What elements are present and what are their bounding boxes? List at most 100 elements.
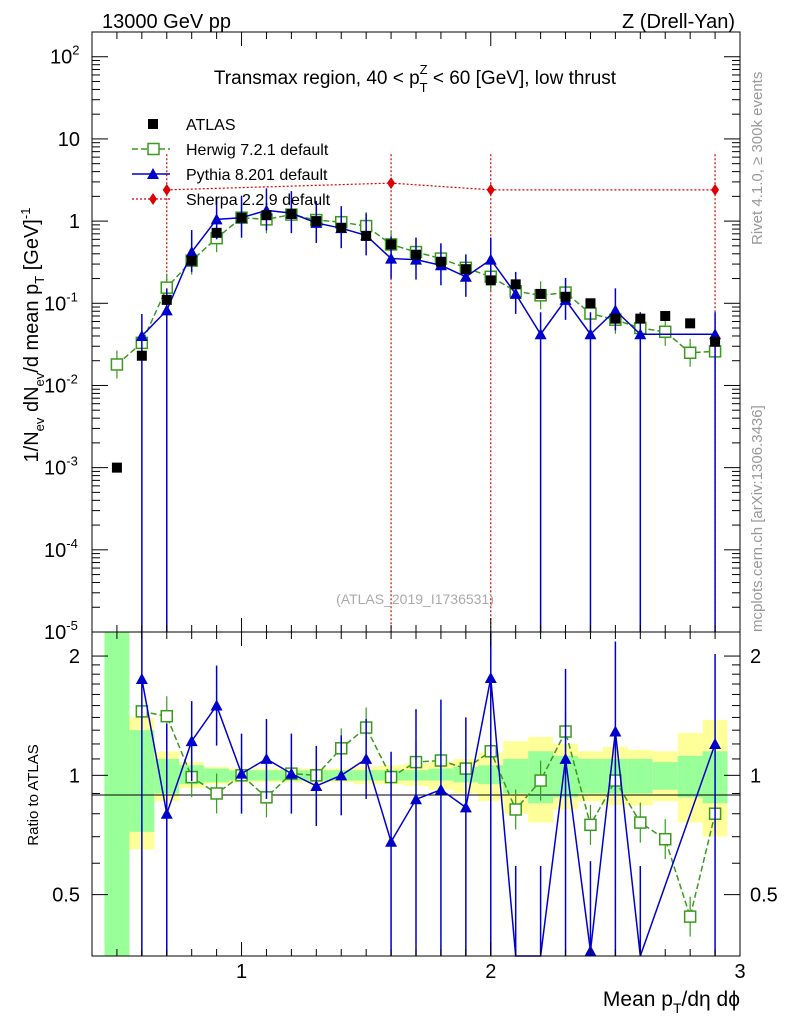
pythia-marker xyxy=(185,246,198,258)
ratio-herwig-marker xyxy=(160,709,174,723)
ratio-herwig-marker xyxy=(210,787,223,800)
herwig-marker xyxy=(683,346,697,360)
pythia-marker xyxy=(210,213,223,225)
ratio-herwig-marker xyxy=(509,803,522,816)
atlas-marker xyxy=(411,249,421,260)
atlas-marker xyxy=(136,350,147,361)
atlas-marker xyxy=(635,313,646,324)
atlas-marker xyxy=(660,311,671,322)
legend-label: Sherpa 2.2.9 default xyxy=(186,192,331,209)
atlas-marker xyxy=(336,222,347,233)
ratio-pythia-marker xyxy=(285,767,298,779)
ratio-y-tick-label: 2 xyxy=(69,646,80,668)
atlas-marker xyxy=(211,227,222,238)
legend-label: ATLAS xyxy=(186,117,236,134)
ratio-panel: 0.5 0.5 1 1 2 2 1 2 3 Ratio to ATLAS Mean pT/dη … xyxy=(25,631,778,1016)
pythia-marker xyxy=(135,329,148,341)
sherpa-marker xyxy=(711,183,720,196)
legend-label: Herwig 7.2.1 default xyxy=(186,142,329,159)
pythia-marker xyxy=(534,328,547,340)
atlas-marker xyxy=(585,298,596,309)
rivet-label: Rivet 4.1.0, ≥ 300k events xyxy=(749,72,766,245)
ratio-pythia-marker xyxy=(360,752,373,764)
ratio-ylabel: Ratio to ATLAS xyxy=(25,744,42,845)
legend-sherpa-marker xyxy=(149,193,157,205)
ratio-stat-band xyxy=(104,632,130,956)
pythia-line xyxy=(141,209,716,337)
pythia-marker xyxy=(160,304,173,316)
ratio-x-tick-label: 1 xyxy=(236,961,247,983)
atlas-marker xyxy=(186,255,197,266)
pythia-marker xyxy=(459,270,472,282)
sherpa-line xyxy=(166,182,716,191)
legend-pythia-marker xyxy=(147,168,159,179)
main-panel: 102 10 1 10-1 10-2 10-3 10-4 10-5 Transmax regi… xyxy=(18,31,741,644)
y-tick-label: 10-4 xyxy=(44,536,78,562)
header-left: 13000 GeV pp xyxy=(102,11,231,33)
ratio-herwig-line xyxy=(141,710,716,920)
atlas-marker xyxy=(236,212,247,223)
atlas-marker xyxy=(161,294,172,305)
main-ylabel: 1/Nev dNev/d mean pT [GeV]-1 xyxy=(18,208,47,463)
sherpa-marker xyxy=(387,177,396,190)
y-tick-label: 10-1 xyxy=(44,289,78,315)
watermark: (ATLAS_2019_I1736531) xyxy=(336,591,494,607)
ratio-herwig-marker xyxy=(634,816,647,829)
ratio-pythia-marker xyxy=(434,783,447,795)
ratio-y-tick-label: 1 xyxy=(69,765,80,787)
ratio-pythia-line xyxy=(141,677,716,957)
atlas-marker xyxy=(510,279,521,290)
ratio-pythia-marker xyxy=(310,779,323,791)
sherpa-marker xyxy=(486,183,495,196)
atlas-marker xyxy=(261,210,272,221)
mcplots-label: mcplots.cern.ch [arXiv:1306.3436] xyxy=(749,405,766,632)
y-tick-label: 10-2 xyxy=(44,371,78,397)
pythia-marker xyxy=(584,328,597,340)
ratio-pythia-marker xyxy=(335,769,348,781)
ratio-stat-band xyxy=(503,758,529,794)
atlas-marker xyxy=(435,256,446,267)
ratio-pythia-marker xyxy=(559,752,572,764)
pythia-marker xyxy=(709,328,722,340)
atlas-marker xyxy=(685,318,696,329)
legend-atlas-marker xyxy=(148,119,158,129)
ratio-pythia-marker xyxy=(185,735,198,747)
atlas-marker xyxy=(560,291,571,302)
ratio-pythia-marker xyxy=(260,752,273,764)
ratio-y-tick-label-right: 2 xyxy=(750,646,761,668)
ratio-herwig-marker xyxy=(584,818,597,832)
ratio-pythia-marker xyxy=(385,835,398,847)
ratio-pythia-marker xyxy=(210,699,223,711)
y-tick-label: 10-3 xyxy=(44,454,78,480)
herwig-marker xyxy=(658,325,672,339)
pythia-marker xyxy=(609,304,622,316)
atlas-marker xyxy=(460,264,471,275)
herwig-line xyxy=(116,213,716,366)
ratio-pythia-marker xyxy=(609,725,622,737)
y-tick-label: 10-5 xyxy=(44,618,78,644)
y-tick-label: 10 xyxy=(58,129,80,151)
legend-label: Pythia 8.201 default xyxy=(186,167,328,184)
ratio-stat-band xyxy=(627,758,653,794)
ratio-pythia-marker xyxy=(484,672,497,684)
ratio-pythia-marker xyxy=(160,807,173,819)
atlas-marker xyxy=(111,462,122,473)
ratio-y-tick-label-right: 0.5 xyxy=(750,885,778,907)
ratio-pythia-marker xyxy=(235,767,248,779)
atlas-marker xyxy=(710,336,721,347)
main-title: Transmax region, 40 < pTZ < 60 [GeV], lo… xyxy=(214,62,617,95)
atlas-marker xyxy=(286,209,297,220)
ratio-y-tick-label: 0.5 xyxy=(52,885,80,907)
ratio-stat-band xyxy=(652,762,678,790)
atlas-marker xyxy=(311,216,322,227)
pythia-marker xyxy=(509,287,522,299)
atlas-marker xyxy=(361,230,372,241)
ratio-pythia-marker xyxy=(459,801,472,813)
ratio-pythia-marker xyxy=(709,737,722,749)
ratio-pythia-marker xyxy=(135,673,148,685)
legend: ATLAS Herwig 7.2.1 default Pythia 8.201 de… xyxy=(132,117,331,209)
herwig-marker xyxy=(110,358,124,371)
atlas-marker xyxy=(610,313,621,324)
pythia-marker xyxy=(484,253,497,265)
pythia-marker xyxy=(634,328,647,340)
